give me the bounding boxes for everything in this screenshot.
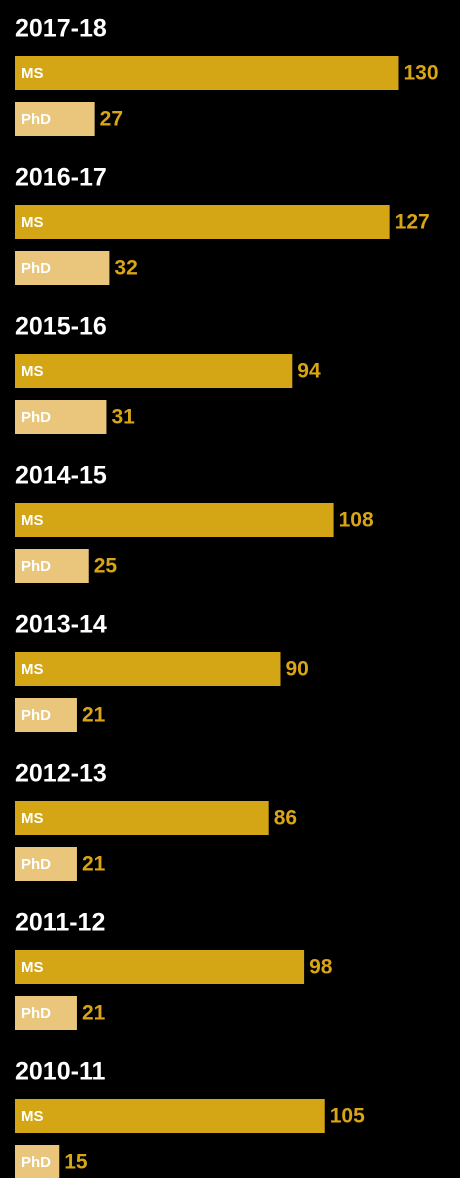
- bar-series-label: MS: [21, 810, 44, 827]
- bar: [15, 400, 107, 434]
- bar: [15, 847, 77, 881]
- bar: [15, 251, 110, 285]
- bar-series-label: MS: [21, 1108, 44, 1125]
- bar-series-label: MS: [21, 363, 44, 380]
- bar: [15, 205, 390, 239]
- value-label: 86: [274, 807, 297, 830]
- year-label: 2012-13: [15, 760, 107, 788]
- bar: [15, 354, 293, 388]
- value-label: 21: [82, 853, 106, 876]
- bar: [15, 503, 334, 537]
- value-label: 98: [309, 956, 333, 979]
- value-label: 90: [286, 658, 309, 681]
- bar: [15, 652, 281, 686]
- value-label: 31: [111, 406, 135, 429]
- value-label: 15: [64, 1151, 88, 1174]
- bar-series-label: PhD: [21, 111, 51, 128]
- year-label: 2015-16: [15, 313, 107, 341]
- bar-series-label: MS: [21, 214, 44, 231]
- bar-series-label: PhD: [21, 856, 51, 873]
- year-label: 2014-15: [15, 462, 107, 490]
- value-label: 21: [82, 704, 106, 727]
- year-label: 2017-18: [15, 15, 107, 43]
- value-label: 25: [94, 555, 118, 578]
- value-label: 94: [297, 360, 321, 383]
- bar: [15, 801, 269, 835]
- bar: [15, 56, 399, 90]
- value-label: 130: [404, 62, 439, 85]
- bar-series-label: MS: [21, 512, 44, 529]
- bar-series-label: MS: [21, 65, 44, 82]
- value-label: 32: [114, 257, 137, 280]
- bar: [15, 1145, 60, 1178]
- value-label: 127: [395, 211, 430, 234]
- bar: [15, 950, 305, 984]
- bar-series-label: PhD: [21, 1154, 51, 1171]
- value-label: 21: [82, 1002, 106, 1025]
- bar-series-label: MS: [21, 661, 44, 678]
- year-label: 2011-12: [15, 909, 105, 937]
- bar-series-label: MS: [21, 959, 44, 976]
- bar: [15, 102, 95, 136]
- value-label: 27: [100, 108, 123, 131]
- value-label: 105: [330, 1105, 365, 1128]
- bar-series-label: PhD: [21, 260, 51, 277]
- value-label: 108: [339, 509, 374, 532]
- bar: [15, 996, 77, 1030]
- bar: [15, 698, 77, 732]
- year-label: 2010-11: [15, 1058, 105, 1086]
- bar-series-label: PhD: [21, 558, 51, 575]
- bar: [15, 549, 89, 583]
- year-label: 2016-17: [15, 164, 107, 192]
- bar: [15, 1099, 325, 1133]
- bar-series-label: PhD: [21, 409, 51, 426]
- year-label: 2013-14: [15, 611, 107, 639]
- bar-series-label: PhD: [21, 707, 51, 724]
- bar-series-label: PhD: [21, 1005, 51, 1022]
